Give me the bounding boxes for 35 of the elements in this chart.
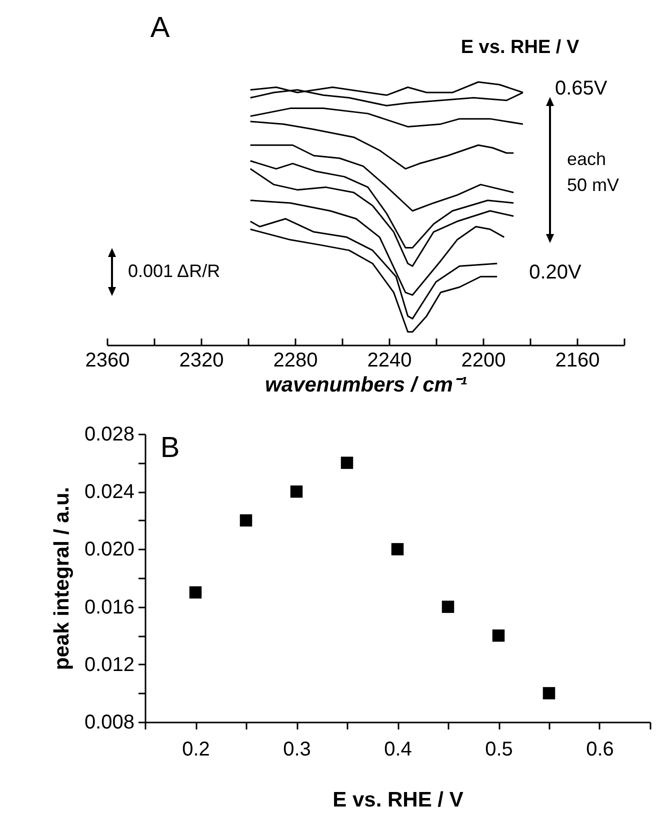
x-tick-label: 0.5 (485, 738, 513, 760)
y-tick-label: 0.020 (84, 538, 134, 561)
legend-label: 0.65V (554, 78, 608, 100)
chart-title: A (150, 12, 170, 44)
y-tick-label: 0.016 (84, 596, 134, 618)
y-tick-label: 0.012 (84, 654, 134, 676)
chart-title: B (160, 432, 180, 464)
x-tick-label: 2360 (85, 350, 130, 372)
x-axis-title: wavenumbers / cm⁻¹ (265, 374, 467, 396)
point (189, 586, 202, 599)
point (240, 514, 252, 527)
y-axis-title: peak integral / a.u. (50, 486, 74, 670)
x-tick-label: 0.3 (283, 738, 311, 760)
x-tick-label: 0.4 (384, 738, 412, 760)
point (492, 629, 505, 642)
x-tick-label: 2240 (367, 350, 412, 372)
annotation: 0.001 ΔR/R (128, 261, 220, 281)
point (391, 543, 404, 556)
x-tick-label: 2200 (461, 350, 506, 372)
annotation: each 50 mV (567, 149, 620, 195)
x-tick-label: 2280 (273, 350, 318, 372)
x-tick-label: 0.6 (586, 738, 614, 760)
series-label: 0.20V (529, 262, 582, 284)
point (340, 456, 354, 469)
y-tick-label: 0.024 (84, 481, 134, 504)
x-axis-title: E vs. RHE / V (332, 788, 464, 812)
y-tick-label: 0.028 (84, 424, 134, 446)
point (442, 600, 454, 613)
y-tick-label: 0.008 (84, 712, 134, 734)
point (542, 687, 556, 700)
x-tick-label: 0.2 (182, 738, 210, 760)
point (290, 485, 303, 498)
x-tick-label: 2160 (555, 350, 600, 372)
legend-title: E vs. RHE / V (460, 37, 580, 58)
x-tick-label: 2320 (179, 350, 224, 372)
